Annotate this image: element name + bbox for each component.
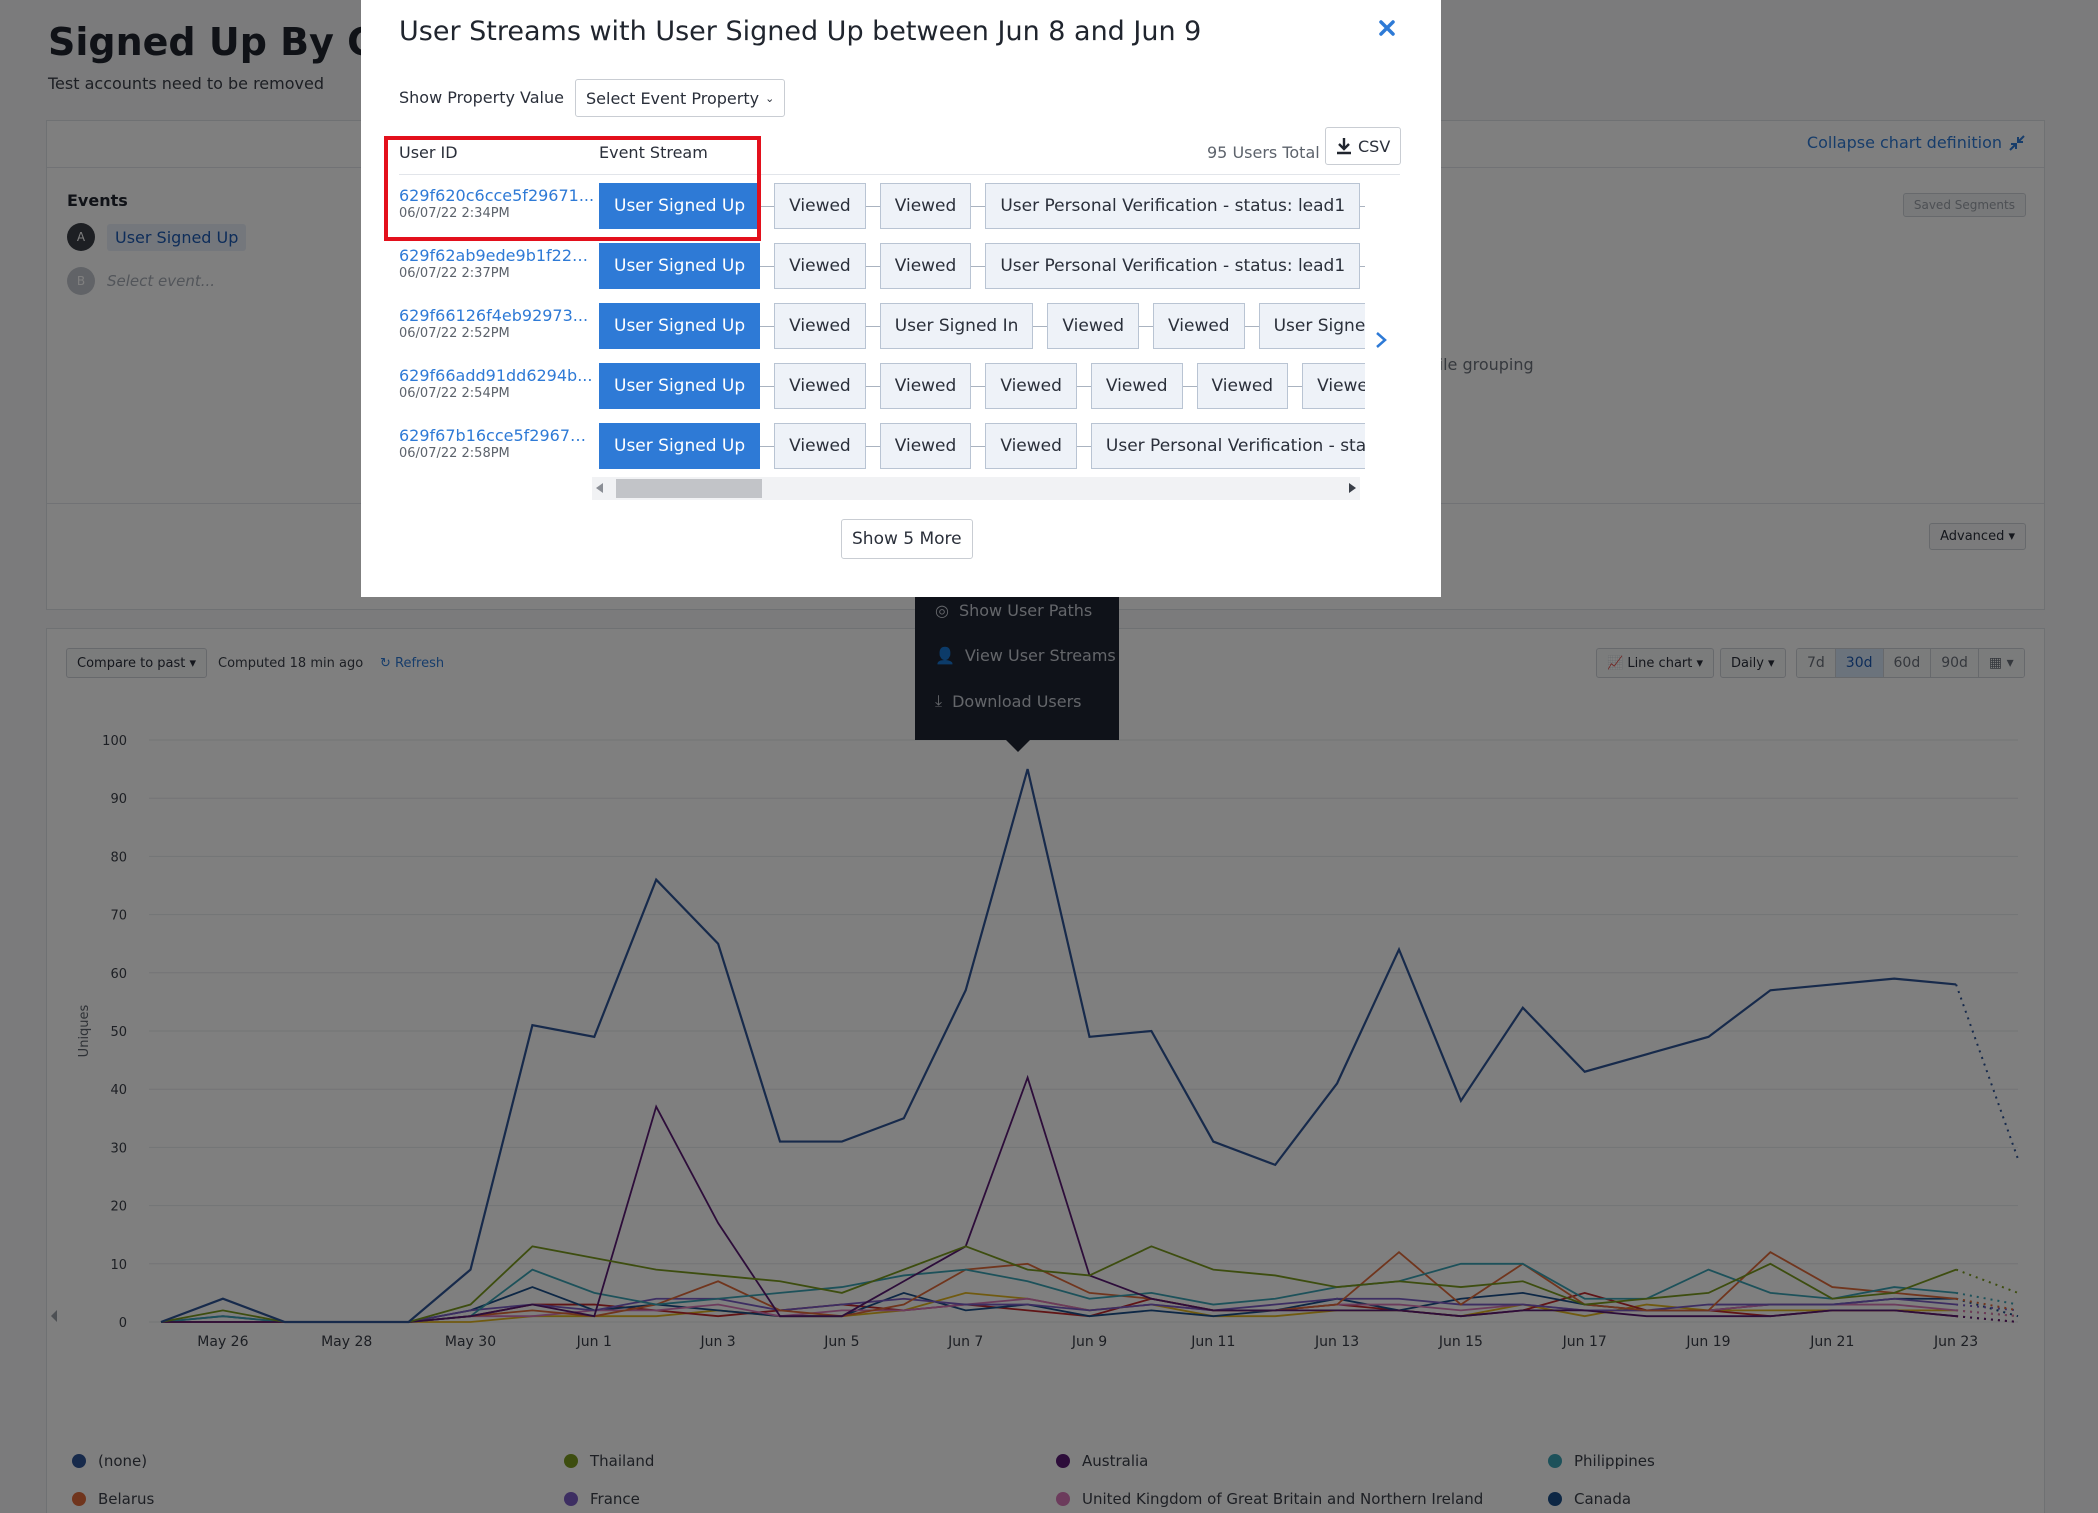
event-property-select[interactable]: Select Event Property ⌄ xyxy=(575,79,786,117)
user-id-link[interactable]: 629f62ab9ede9b1f227... xyxy=(399,246,595,265)
event-stream-viewport: User Signed Up Viewed Viewed User Personal … xyxy=(599,236,1365,296)
event-pill-highlighted[interactable]: User Signed Up xyxy=(599,363,761,409)
event-connector xyxy=(865,385,880,387)
property-label: Show Property Value xyxy=(399,88,564,107)
user-signup-date: 06/07/22 2:52PM xyxy=(399,326,510,341)
event-connector xyxy=(971,445,986,447)
event-pill[interactable]: Viewed xyxy=(774,423,866,469)
event-connector xyxy=(1139,325,1153,327)
user-signup-date: 06/07/22 2:34PM xyxy=(399,206,510,221)
horizontal-scrollbar[interactable] xyxy=(592,477,1360,500)
event-connector xyxy=(1360,265,1365,267)
event-pill[interactable]: Viewed xyxy=(1153,303,1245,349)
event-pill-highlighted[interactable]: User Signed Up xyxy=(599,423,761,469)
event-connector xyxy=(1076,445,1091,447)
event-connector xyxy=(865,325,880,327)
event-pill[interactable]: Viewed xyxy=(1196,363,1289,409)
event-pill[interactable]: Viewed xyxy=(1302,363,1365,409)
scroll-right-arrow-icon[interactable] xyxy=(1349,483,1356,493)
event-pill[interactable]: User Signed In xyxy=(879,303,1034,349)
event-stream-viewport: User Signed Up Viewed Viewed User Personal … xyxy=(599,176,1365,236)
user-id-link[interactable]: 629f66126f4eb92973... xyxy=(399,306,589,325)
event-pill[interactable]: Viewed xyxy=(985,363,1077,409)
header-divider xyxy=(399,174,1400,175)
event-pill-highlighted[interactable]: User Signed Up xyxy=(599,303,761,349)
user-stream-row: 629f620c6cce5f29671... 06/07/22 2:34PM Use… xyxy=(399,176,1399,236)
csv-label: CSV xyxy=(1358,136,1391,156)
event-pill[interactable]: Viewed xyxy=(1047,303,1139,349)
csv-download-button[interactable]: CSV xyxy=(1325,127,1402,165)
event-stream-viewport: User Signed Up Viewed Viewed Viewed Viewed Vi… xyxy=(599,356,1365,416)
event-pill[interactable]: Viewed xyxy=(985,423,1077,469)
event-connector xyxy=(865,265,880,267)
event-pill[interactable]: User Personal Verification - status: lea… xyxy=(985,183,1361,229)
user-stream-row: 629f62ab9ede9b1f227... 06/07/22 2:37PM Use… xyxy=(399,236,1399,296)
property-select-label: Select Event Property xyxy=(586,88,760,108)
event-stream-viewport: User Signed Up Viewed User Signed In Viewed… xyxy=(599,296,1365,356)
user-streams-modal: User Streams with User Signed Up between… xyxy=(361,0,1441,597)
chevron-down-icon: ⌄ xyxy=(765,91,775,105)
user-stream-row: 629f66add91dd6294b... 06/07/22 2:54PM User… xyxy=(399,356,1399,416)
event-pill[interactable]: User Personal Verification - status: lea… xyxy=(985,243,1361,289)
event-connector xyxy=(1033,325,1048,327)
event-stream-column-header: Event Stream xyxy=(599,143,708,162)
download-icon xyxy=(1337,138,1351,155)
event-connector xyxy=(760,265,775,267)
event-connector xyxy=(1182,385,1197,387)
event-connector xyxy=(760,385,775,387)
event-connector xyxy=(760,445,775,447)
event-pill[interactable]: User Personal Verification - status: lea xyxy=(1090,423,1365,469)
event-connector xyxy=(760,325,775,327)
event-pill[interactable]: Viewed xyxy=(774,243,866,289)
chevron-right-icon[interactable] xyxy=(1373,330,1389,350)
show-more-button[interactable]: Show 5 More xyxy=(841,519,973,559)
event-pill[interactable]: Viewed xyxy=(774,363,866,409)
event-stream: User Signed Up Viewed Viewed Viewed Viewed Vi… xyxy=(599,356,1365,416)
event-connector xyxy=(1244,325,1259,327)
event-pill-highlighted[interactable]: User Signed Up xyxy=(599,243,761,289)
close-icon[interactable] xyxy=(1373,14,1401,42)
event-connector xyxy=(1288,385,1303,387)
event-pill[interactable]: Viewed xyxy=(774,183,866,229)
event-pill-highlighted[interactable]: User Signed Up xyxy=(599,183,761,229)
user-stream-row: 629f66126f4eb92973... 06/07/22 2:52PM User… xyxy=(399,296,1399,356)
event-connector xyxy=(1076,385,1091,387)
event-stream: User Signed Up Viewed Viewed User Personal … xyxy=(599,176,1365,236)
users-total: 95 Users Total xyxy=(1207,143,1320,162)
user-signup-date: 06/07/22 2:54PM xyxy=(399,386,510,401)
event-connector xyxy=(1360,205,1365,207)
event-stream: User Signed Up Viewed Viewed User Personal … xyxy=(599,236,1365,296)
event-connector xyxy=(971,205,986,207)
user-id-column-header: User ID xyxy=(399,143,458,162)
event-pill[interactable]: Viewed xyxy=(879,243,972,289)
event-pill[interactable]: Viewed xyxy=(1090,363,1183,409)
event-connector xyxy=(760,205,775,207)
event-pill[interactable]: Viewed xyxy=(879,423,972,469)
event-connector xyxy=(865,445,880,447)
user-signup-date: 06/07/22 2:58PM xyxy=(399,446,510,461)
scroll-left-arrow-icon[interactable] xyxy=(596,483,603,493)
event-pill[interactable]: User Signed In xyxy=(1258,303,1365,349)
event-stream: User Signed Up Viewed Viewed Viewed User Per… xyxy=(599,416,1365,476)
event-connector xyxy=(971,265,986,267)
user-signup-date: 06/07/22 2:37PM xyxy=(399,266,510,281)
event-stream-viewport: User Signed Up Viewed Viewed Viewed User Per… xyxy=(599,416,1365,476)
user-id-link[interactable]: 629f66add91dd6294b... xyxy=(399,366,593,385)
event-connector xyxy=(865,205,880,207)
event-stream: User Signed Up Viewed User Signed In Viewed… xyxy=(599,296,1365,356)
scrollbar-thumb[interactable] xyxy=(616,479,762,498)
modal-title: User Streams with User Signed Up between… xyxy=(399,16,1202,47)
event-connector xyxy=(971,385,986,387)
event-pill[interactable]: Viewed xyxy=(774,303,866,349)
user-stream-row: 629f67b16cce5f29671... 06/07/22 2:58PM Use… xyxy=(399,416,1399,476)
highlight-annotation-box xyxy=(384,136,761,241)
event-pill[interactable]: Viewed xyxy=(879,183,972,229)
user-id-link[interactable]: 629f67b16cce5f29671... xyxy=(399,426,595,445)
event-pill[interactable]: Viewed xyxy=(879,363,972,409)
